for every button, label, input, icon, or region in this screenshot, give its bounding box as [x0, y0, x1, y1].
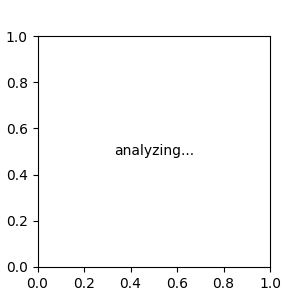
Text: analyzing...: analyzing...	[114, 145, 194, 158]
